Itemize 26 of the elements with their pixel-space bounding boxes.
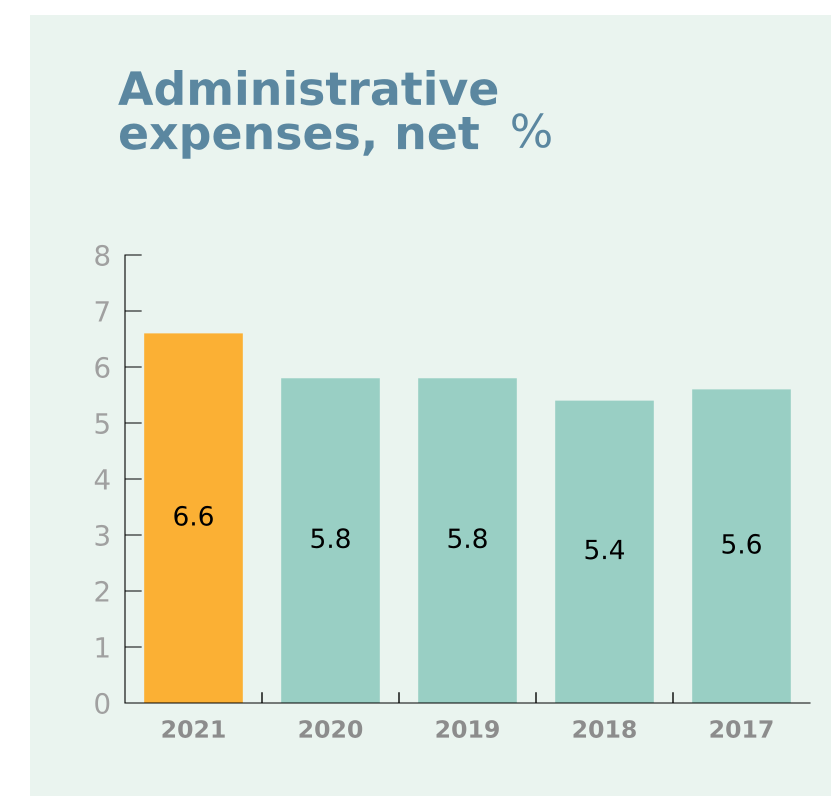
x-tick-label: 2018 (574, 720, 636, 738)
data-label: 5.6 (722, 534, 761, 554)
y-tick-label: 0 (95, 692, 110, 714)
chart-title: Administrative expenses, net (118, 70, 498, 159)
bar (555, 400, 654, 703)
x-tick-label: 2017 (710, 720, 772, 738)
y-tick-label: 4 (94, 469, 110, 490)
x-tick-label: 2019 (436, 720, 499, 738)
y-tick-label: 8 (95, 244, 110, 266)
y-tick-label: 2 (95, 580, 108, 602)
y-tick-label: 7 (96, 301, 109, 322)
data-label: 6.6 (174, 506, 213, 526)
x-tick-label: 2021 (162, 720, 225, 738)
y-tick-label: 1 (96, 637, 109, 658)
data-label: 5.8 (312, 528, 350, 548)
bar (418, 378, 517, 703)
y-axis-title: % (512, 113, 551, 148)
bar (692, 389, 791, 703)
x-tick-label: 2020 (300, 720, 362, 738)
bar (281, 378, 380, 703)
data-label: 5.8 (448, 528, 487, 548)
bar (144, 333, 243, 703)
y-tick-label: 3 (96, 524, 109, 546)
y-tick-label: 5 (96, 413, 109, 434)
y-tick-label: 6 (95, 356, 110, 378)
data-label: 5.4 (586, 540, 624, 560)
